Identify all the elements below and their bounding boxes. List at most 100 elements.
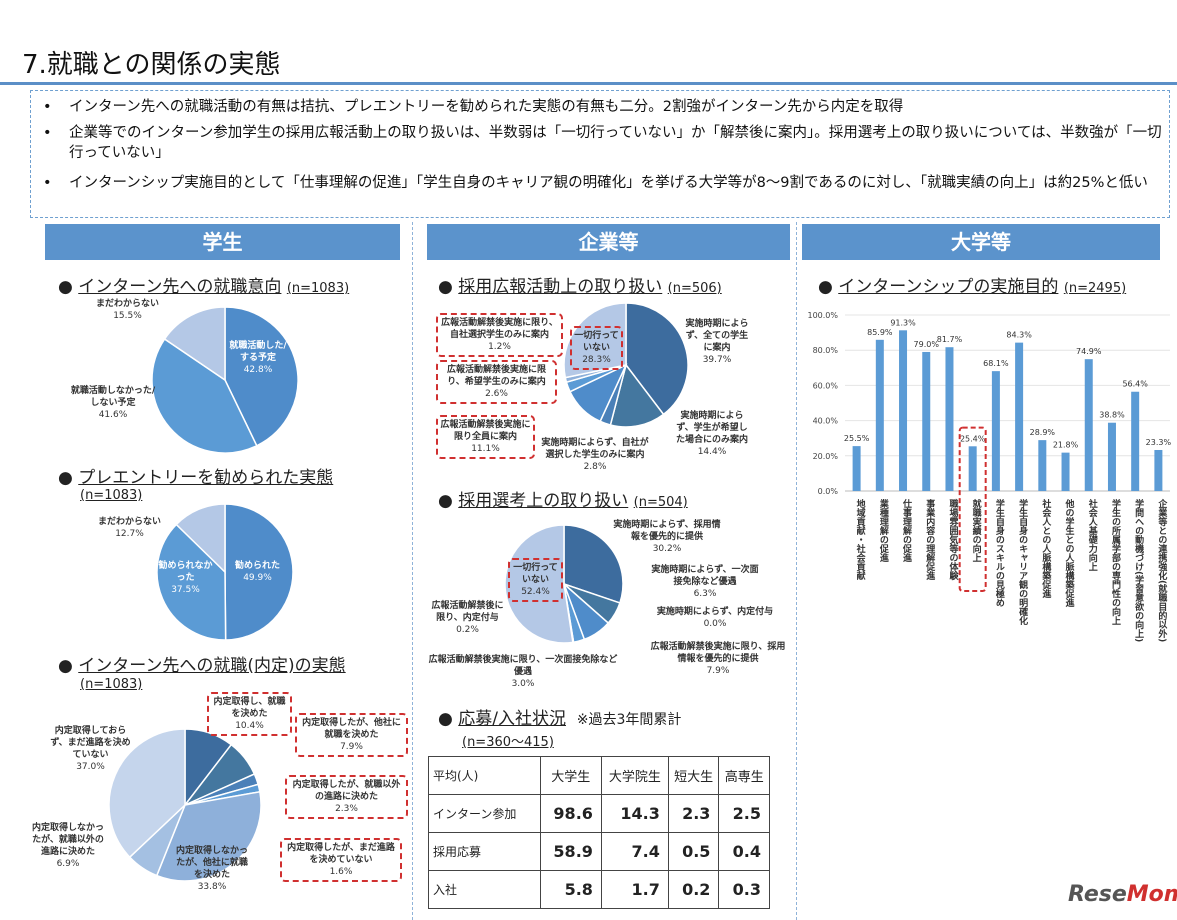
pie-label: 就職活動した/する予定 42.8% <box>228 340 288 376</box>
application-table: 平均(人) 大学生 大学院生 短大生 高専生 インターン参加 98.6 14.3 2.… <box>428 756 770 909</box>
pie-label-text: 広報活動解禁後実施に限り、一次面接免除など優遇 <box>428 655 618 677</box>
y-tick-label: 100.0% <box>807 311 838 320</box>
pie-label-value: 11.1% <box>471 444 500 454</box>
title-divider <box>0 82 1177 85</box>
pie-label-text: 内定取得しなかったが、他社に就職を決めた <box>175 846 248 880</box>
pie-slice <box>625 302 689 416</box>
bar-value-label: 38.8% <box>1099 411 1125 420</box>
bar-value-label: 74.9% <box>1076 347 1102 356</box>
x-tick-label: 学生の所属学部の専門性の向上 <box>1110 498 1122 625</box>
pie-label-text: 内定取得したが、まだ進路を決めていない <box>287 843 395 865</box>
pie-label: 勧められなかった 37.5% <box>158 560 213 596</box>
section-n: (n=1083) <box>80 488 143 503</box>
cell: 5.8 <box>539 870 602 909</box>
x-tick-label: 学問への動機づけ(学習意欲の向上) <box>1133 498 1145 642</box>
pie-label: 広報活動解禁後実施に限り、一次面接免除など優遇 3.0% <box>428 654 618 690</box>
pie-label-text: 就職活動した/する予定 <box>229 341 287 363</box>
pie-label: 実施時期によらず、全ての学生に案内 39.7% <box>682 318 752 366</box>
pie-slice <box>108 728 186 859</box>
bar-value-label: 28.9% <box>1030 428 1056 437</box>
table-row: インターン参加 98.6 14.3 2.3 2.5 <box>428 794 770 833</box>
x-tick-label: 学生自身のキャリア観の明確化 <box>1017 498 1028 626</box>
pie-label-text: 実施時期によらず、学生が希望した場合にのみ案内 <box>675 411 748 445</box>
bar-value-label: 68.1% <box>983 359 1009 368</box>
pie-label-value: 10.4% <box>235 721 264 731</box>
pie-label-text: 勧められた <box>234 561 280 571</box>
summary-box: インターン先への就職活動の有無は拮抗、プレエントリーを勧められた実態の有無も二分… <box>30 90 1170 218</box>
table-header: 大学生 <box>539 756 602 795</box>
pie-label-value: 0.2% <box>456 625 479 635</box>
bullet-text: インターンシップ実施目的として「仕事理解の促進」「学生自身のキャリア観の明確化」… <box>69 175 1148 191</box>
pie-label: 内定取得し、就職を決めた 10.4% <box>207 692 292 736</box>
bar-value-label: 25.5% <box>844 434 870 443</box>
pie-label-value: 1.2% <box>488 342 511 352</box>
row-label: インターン参加 <box>428 794 541 833</box>
pie-label-value: 2.8% <box>583 462 607 472</box>
pie-label-text: 実施時期によらず、採用情報を優先的に提供 <box>613 520 721 542</box>
section-heading: ● インターンシップの実施目的 (n=2495) <box>818 277 1127 297</box>
pie-label-value: 41.6% <box>98 410 128 420</box>
pie-slice <box>224 503 294 641</box>
pie-label-text: 一切行っていない <box>513 563 558 585</box>
cell: 14.3 <box>600 794 669 833</box>
cell: 98.6 <box>539 794 602 833</box>
pie-label-text: 内定取得したが、他社に就職を決めた <box>302 718 401 740</box>
row-label: 入社 <box>428 870 541 909</box>
x-tick-label: 社会人との人脈構築促進 <box>1040 498 1052 599</box>
table-header: 平均(人) <box>428 756 541 795</box>
pie-label-value: 33.8% <box>197 882 227 892</box>
pie-label-text: 就職活動しなかった/しない予定 <box>70 386 156 408</box>
pie-label-text: 内定取得しておらず、まだ進路を決めていない <box>50 726 131 760</box>
x-tick-label: 仕事理解の促進 <box>901 498 913 563</box>
bar-value-label: 23.3% <box>1146 438 1172 447</box>
bar-value-label: 79.0% <box>914 340 940 349</box>
cell: 2.5 <box>718 794 770 833</box>
section-heading: ● 応募/入社状況 ※過去3年間累計 <box>438 709 682 729</box>
cell: 58.9 <box>539 832 602 871</box>
y-tick-label: 0.0% <box>818 487 839 496</box>
pie-label-value: 7.9% <box>340 742 363 752</box>
cell: 1.7 <box>600 870 669 909</box>
pie-label-text: 実施時期によらず、内定付与 <box>656 607 774 617</box>
cell: 7.4 <box>600 832 669 871</box>
pie-label: 実施時期によらず、採用情報を優先的に提供 30.2% <box>612 519 722 555</box>
pie-label-value: 6.3% <box>693 589 717 599</box>
pie-label: まだわからない 15.5% <box>95 298 160 322</box>
pie-label-value: 14.4% <box>697 447 727 457</box>
x-tick-label: 事業内容の理解促進 <box>924 498 936 581</box>
table-header: 大学院生 <box>600 756 669 795</box>
pie-label: 内定取得しなかったが、就職以外の進路に決めた 6.9% <box>28 822 108 870</box>
bar-value-label: 21.8% <box>1053 441 1079 450</box>
bullet-text: インターン先への就職活動の有無は拮抗、プレエントリーを勧められた実態の有無も二分… <box>69 99 904 115</box>
y-tick-label: 80.0% <box>813 346 839 355</box>
pie-label-value: 37.5% <box>171 585 200 595</box>
bullet-text: 企業等でのインターン参加学生の採用広報活動上の取り扱いは、半数弱は「一切行ってい… <box>69 125 1162 161</box>
pie-label: 内定取得しなかったが、他社に就職を決めた 33.8% <box>172 845 252 893</box>
section-n: (n=360〜415) <box>462 735 554 750</box>
pie-label: 一切行っていない 28.3% <box>570 326 623 370</box>
x-tick-label: 業種理解の促進 <box>878 498 890 563</box>
bar <box>1131 391 1140 491</box>
section-heading: ● 採用選考上の取り扱い (n=504) <box>438 491 688 511</box>
cell: 0.3 <box>718 870 770 909</box>
pie-slice <box>563 524 624 604</box>
pie-label-value: 28.3% <box>582 355 611 365</box>
pie-label: 実施時期によらず、学生が希望した場合にのみ案内 14.4% <box>672 410 752 458</box>
pie-label: 内定取得したが、就職以外の進路に決めた 2.3% <box>285 775 408 819</box>
cell: 0.5 <box>667 832 720 871</box>
pie-label-text: まだわからない <box>95 299 159 309</box>
pie-label-text: 広報活動解禁後実施に限り全員に案内 <box>440 420 531 442</box>
pie-label-text: 内定取得し、就職を決めた <box>213 697 286 719</box>
bar <box>1015 342 1024 491</box>
section-heading: ● インターン先への就職意向 (n=1083) <box>58 277 350 297</box>
cell: 0.2 <box>667 870 720 909</box>
pie-label-text: 広報活動解禁後実施に限り、採用情報を優先的に提供 <box>650 642 786 664</box>
pie-label: 実施時期によらず、内定付与 0.0% <box>650 606 780 630</box>
bar <box>1084 359 1093 491</box>
x-tick-label: 他の学生との人脈構築促進 <box>1064 498 1076 608</box>
pie-label-text: 広報活動解禁後実施に限り、自社選択学生のみに案内 <box>441 318 558 340</box>
pie-slice <box>609 363 665 428</box>
pie-label-value: 39.7% <box>702 355 732 365</box>
pie-label-text: まだわからない <box>97 517 161 527</box>
bar-value-label: 25.4% <box>960 434 986 443</box>
